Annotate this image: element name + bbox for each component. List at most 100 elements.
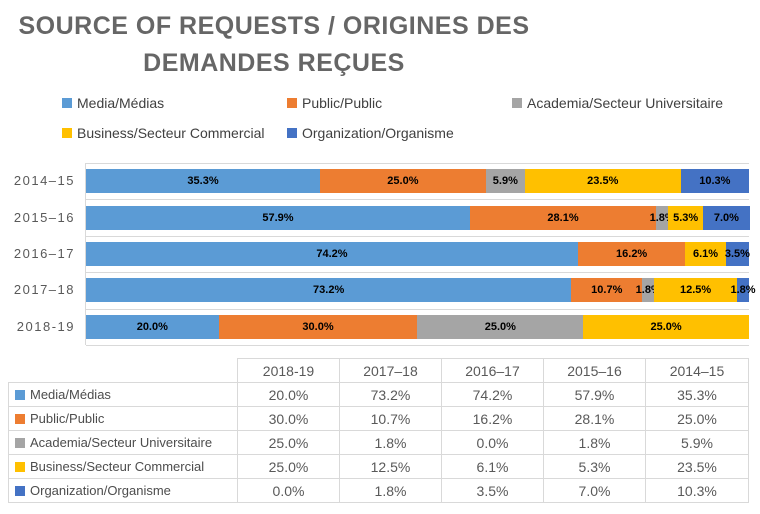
table-header-row: 2018-19 2017–18 2016–17 2015–16 2014–15 xyxy=(9,358,749,383)
gridline xyxy=(86,163,749,164)
gridline xyxy=(86,199,749,200)
bar-segment-label: 16.2% xyxy=(616,248,648,260)
bar-segment: 3.5% xyxy=(724,242,750,266)
bar-segment: 28.1% xyxy=(469,206,657,230)
legend-swatch-icon xyxy=(512,98,522,108)
series-swatch-icon xyxy=(15,414,25,424)
gridline xyxy=(86,236,749,237)
table-row-label: Public/Public xyxy=(8,406,238,431)
series-swatch-icon xyxy=(15,390,25,400)
bar-segment-label: 20.0% xyxy=(136,321,168,333)
category-label: 2016–17 xyxy=(13,246,75,261)
table-cell: 7.0% xyxy=(543,478,646,503)
series-swatch-icon xyxy=(15,486,25,496)
bar-segment-label: 35.3% xyxy=(187,175,219,187)
table-cell: 5.9% xyxy=(645,430,749,455)
legend-label: Media/Médias xyxy=(77,95,165,111)
table-cell: 74.2% xyxy=(441,382,544,407)
bar-segment: 5.3% xyxy=(668,206,704,230)
table-row: Academia/Secteur Universitaire 25.0% 1.8% 0… xyxy=(8,430,749,455)
table-cell: 1.8% xyxy=(339,478,442,503)
bar-segment-label: 30.0% xyxy=(302,321,334,333)
bar-row: 73.2% 10.7% 1.8% 12.5% 1.8% xyxy=(86,278,756,302)
category-label: 2015–16 xyxy=(13,210,75,225)
category-label: 2014–15 xyxy=(13,173,75,188)
table-header-cell: 2018-19 xyxy=(237,358,340,383)
bar-segment-label: 23.5% xyxy=(587,175,619,187)
table-row-label: Academia/Secteur Universitaire xyxy=(8,430,238,455)
legend-label: Academia/Secteur Universitaire xyxy=(527,95,724,111)
category-label: 2017–18 xyxy=(13,282,75,297)
bar-row: 57.9% 28.1% 1.8% 5.3% 7.0% xyxy=(86,206,750,230)
legend-item: Organization/Organisme xyxy=(287,125,454,141)
table-cell: 57.9% xyxy=(543,382,646,407)
bar-segment: 23.5% xyxy=(524,169,681,193)
chart-title-line2: DEMANDES REÇUES xyxy=(143,49,405,77)
bar-segment: 25.0% xyxy=(583,315,749,339)
data-table: 2018-19 2017–18 2016–17 2015–16 2014–15 Media… xyxy=(8,358,749,503)
table-cell: 30.0% xyxy=(237,406,340,431)
bar-segment: 74.2% xyxy=(86,242,578,266)
table-header-cell: 2017–18 xyxy=(339,358,442,383)
legend-item: Academia/Secteur Universitaire xyxy=(512,95,723,111)
bar-segment: 20.0% xyxy=(86,315,219,339)
summary-table: 2018-19 2017–18 2016–17 2015–16 2014–15 Media… xyxy=(8,358,749,503)
gridline xyxy=(86,345,749,346)
bar-segment-label: 73.2% xyxy=(313,284,345,296)
bar-segment-label: 25.0% xyxy=(387,175,419,187)
bar-segment: 10.7% xyxy=(571,278,643,302)
table-cell: 10.3% xyxy=(645,478,749,503)
bar-segment: 30.0% xyxy=(218,315,418,339)
bar-row: 20.0% 30.0% 25.0% 25.0% xyxy=(86,315,749,339)
bar-segment: 73.2% xyxy=(86,278,572,302)
table-cell: 25.0% xyxy=(237,430,340,455)
table-cell: 5.3% xyxy=(543,454,646,479)
bar-row: 74.2% 16.2% 6.1% 3.5% xyxy=(86,242,750,266)
table-cell: 6.1% xyxy=(441,454,544,479)
bar-segment-label: 5.9% xyxy=(492,175,518,187)
table-row: Business/Secteur Commercial 25.0% 12.5% 6.1… xyxy=(8,454,749,479)
bar-segment: 7.0% xyxy=(703,206,750,230)
bar-segment-label: 7.0% xyxy=(713,212,739,224)
bar-segment-label: 25.0% xyxy=(650,321,682,333)
bar-segment-label: 74.2% xyxy=(316,248,348,260)
legend-label: Public/Public xyxy=(302,95,383,111)
series-swatch-icon xyxy=(15,462,25,472)
legend-swatch-icon xyxy=(62,98,72,108)
table-header-cell: 2014–15 xyxy=(645,358,749,383)
table-cell: 25.0% xyxy=(645,406,749,431)
bar-segment-label: 25.0% xyxy=(484,321,516,333)
table-cell: 1.8% xyxy=(543,430,646,455)
bar-segment: 10.3% xyxy=(680,169,749,193)
legend: Media/Médias Public/Public Academia/Secteu… xyxy=(62,95,752,155)
bar-segment-label: 6.1% xyxy=(693,248,719,260)
table-cell: 10.7% xyxy=(339,406,442,431)
table-cell: 0.0% xyxy=(237,478,340,503)
bar-segment: 16.2% xyxy=(577,242,686,266)
bar-segment-label: 5.3% xyxy=(673,212,699,224)
plot-area: 35.3% 25.0% 5.9% 23.5% 10.3% 57.9% 28.1% 1.8% 5.… xyxy=(85,163,756,346)
table-cell: 35.3% xyxy=(645,382,749,407)
bar-segment-label: 10.3% xyxy=(699,175,731,187)
bar-segment-label: 28.1% xyxy=(547,212,579,224)
bar-segment-label: 57.9% xyxy=(262,212,294,224)
legend-item: Business/Secteur Commercial xyxy=(62,125,265,141)
table-row-label: Media/Médias xyxy=(8,382,238,407)
table-row: Organization/Organisme 0.0% 1.8% 3.5% 7.0% 10… xyxy=(8,478,749,503)
table-row-label: Organization/Organisme xyxy=(8,478,238,503)
table-cell: 28.1% xyxy=(543,406,646,431)
table-cell: 73.2% xyxy=(339,382,442,407)
chart-title: SOURCE OF REQUESTS / ORIGINES DES DEMAND… xyxy=(0,8,548,82)
bar-segment-label: 10.7% xyxy=(591,284,623,296)
bar-segment: 12.5% xyxy=(654,278,738,302)
bar-segment: 6.1% xyxy=(685,242,726,266)
table-cell: 23.5% xyxy=(645,454,749,479)
bar-segment: 57.9% xyxy=(86,206,470,230)
category-label: 2018-19 xyxy=(16,319,75,334)
table-header-cell: 2015–16 xyxy=(543,358,646,383)
table-cell: 3.5% xyxy=(441,478,544,503)
bar-segment-label: 3.5% xyxy=(724,248,750,260)
gridline xyxy=(86,272,749,273)
legend-swatch-icon xyxy=(62,128,72,138)
table-corner-cell xyxy=(9,359,238,383)
